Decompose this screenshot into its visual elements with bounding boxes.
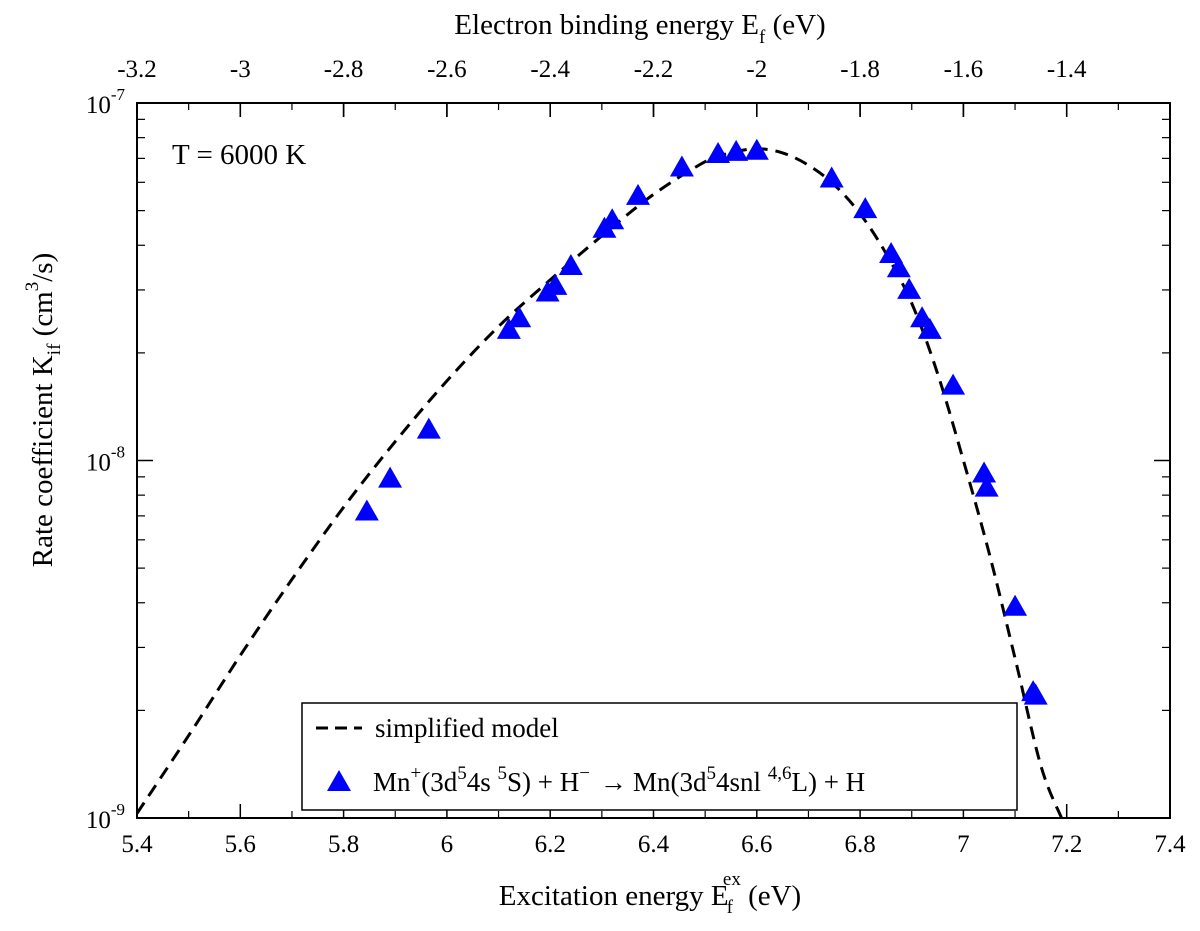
y-axis-title-text: Rate coefficient Kif (cm3/s) [22,253,65,568]
data-point-triangle [378,466,403,488]
data-point-triangle [669,155,694,177]
bottom-axis-title: Excitation energy Efex (eV) [499,869,801,918]
bottom-tick-label: 6.2 [535,831,566,858]
data-point-triangle [879,242,904,264]
data-point-triangle [724,139,749,161]
data-point-triangle [974,475,999,497]
data-point-triangle [917,317,942,339]
top-axis-ticks: -3.2 -3 -2.8 -2.6 -2.4 -2.2 -2 -1.8 -1.6 -1.4 [117,56,1119,117]
data-point-triangle [354,499,379,521]
data-point-triangle [543,273,568,295]
y-tick-label: 10-9 [86,800,125,834]
top-axis-title: Electron binding energy Ef (eV) [454,9,825,48]
top-tick-label: -2.4 [530,56,570,83]
bottom-tick-label: 6.4 [638,831,670,858]
data-point-triangle [972,461,997,483]
data-point-triangle [853,197,878,219]
top-tick-label: -1.8 [840,56,880,83]
data-point-triangle [941,373,966,395]
legend-model-label: simplified model [375,713,559,743]
top-tick-label: -2 [746,56,767,83]
temperature-annotation: T = 6000 K [172,139,306,171]
data-markers-layer [354,138,1048,705]
bottom-tick-label: 6.8 [844,831,875,858]
data-point-triangle [1023,683,1048,705]
y-tick-label: 10-7 [86,85,126,119]
legend-reaction-label: Mn+(3d54s 5S) + H− → Mn(3d54snl 4,6L) + H [373,763,865,797]
bottom-axis-ticks: 5.4 5.6 5.8 6 6.2 6.4 6.6 6.8 7 7.2 7.4 [121,103,1186,858]
y-tick-label: 10-8 [86,443,125,477]
bottom-tick-label: 7.2 [1051,831,1082,858]
data-point-triangle [600,208,625,230]
bottom-tick-label: 5.6 [225,831,256,858]
top-tick-label: -3.2 [117,56,157,83]
top-tick-label: -3 [230,56,251,83]
bottom-tick-label: 6 [441,831,454,858]
data-point-triangle [897,277,922,299]
bottom-tick-label: 7 [957,831,970,858]
bottom-axis-title-text: Excitation energy Efex (eV) [499,869,801,918]
y-axis-title: Rate coefficient Kif (cm3/s) [22,253,65,568]
bottom-tick-label: 7.4 [1154,831,1186,858]
data-point-triangle [744,138,769,160]
data-point-triangle [626,183,651,205]
legend: simplified model Mn+(3d54s 5S) + H− → Mn(3… [301,702,1018,811]
legend-box [301,702,1018,811]
top-tick-label: -1.6 [944,56,984,83]
legend-triangle-sample [327,770,351,791]
top-axis-title-text: Electron binding energy Ef (eV) [454,9,825,48]
data-point-triangle [886,256,911,278]
data-point-triangle [1003,594,1028,616]
data-point-triangle [507,306,532,328]
top-tick-label: -2.2 [634,56,674,83]
bottom-tick-label: 5.8 [328,831,359,858]
bottom-tick-label: 6.6 [741,831,772,858]
plot-area-frame [136,102,1171,819]
data-point-triangle [706,142,731,164]
data-point-triangle [819,166,844,188]
data-point-triangle [416,417,441,439]
bottom-tick-label: 5.4 [121,831,153,858]
data-point-triangle [496,317,521,339]
data-point-triangle [558,253,583,275]
top-tick-label: -2.8 [324,56,364,83]
top-tick-label: -1.4 [1047,56,1087,83]
top-tick-label: -2.6 [427,56,467,83]
